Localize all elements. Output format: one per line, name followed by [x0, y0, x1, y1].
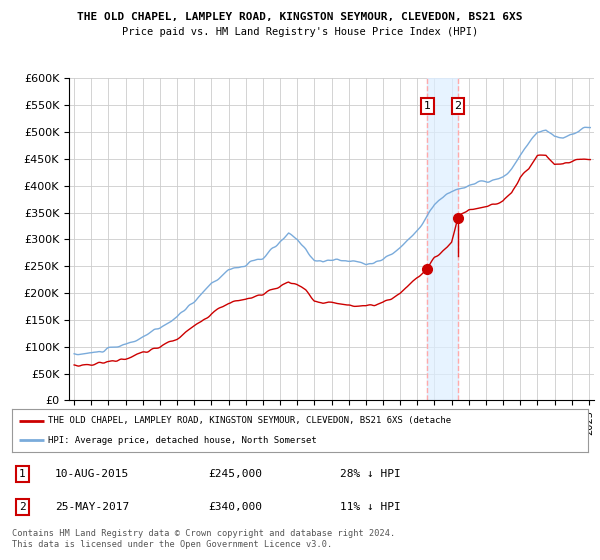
Text: 1: 1: [19, 469, 26, 479]
Text: 25-MAY-2017: 25-MAY-2017: [55, 502, 130, 512]
Text: Price paid vs. HM Land Registry's House Price Index (HPI): Price paid vs. HM Land Registry's House …: [122, 27, 478, 37]
Text: Contains HM Land Registry data © Crown copyright and database right 2024.
This d: Contains HM Land Registry data © Crown c…: [12, 529, 395, 549]
Text: 10-AUG-2015: 10-AUG-2015: [55, 469, 130, 479]
Text: 11% ↓ HPI: 11% ↓ HPI: [340, 502, 401, 512]
Text: THE OLD CHAPEL, LAMPLEY ROAD, KINGSTON SEYMOUR, CLEVEDON, BS21 6XS (detache: THE OLD CHAPEL, LAMPLEY ROAD, KINGSTON S…: [48, 416, 451, 426]
Text: 28% ↓ HPI: 28% ↓ HPI: [340, 469, 401, 479]
Text: HPI: Average price, detached house, North Somerset: HPI: Average price, detached house, Nort…: [48, 436, 316, 445]
Text: £245,000: £245,000: [208, 469, 262, 479]
Text: THE OLD CHAPEL, LAMPLEY ROAD, KINGSTON SEYMOUR, CLEVEDON, BS21 6XS: THE OLD CHAPEL, LAMPLEY ROAD, KINGSTON S…: [77, 12, 523, 22]
Text: 2: 2: [19, 502, 26, 512]
Bar: [427, 78, 458, 400]
Text: £340,000: £340,000: [208, 502, 262, 512]
Text: 2: 2: [454, 101, 461, 111]
Text: 1: 1: [424, 101, 431, 111]
